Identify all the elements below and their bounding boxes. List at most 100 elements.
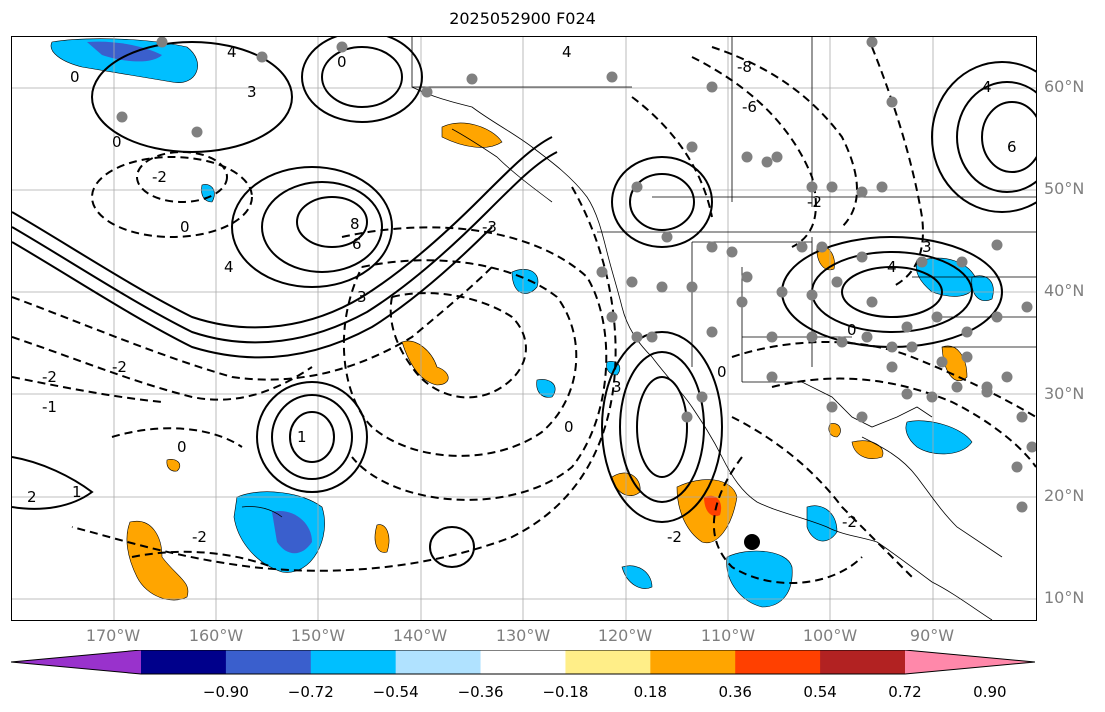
station-dot — [631, 181, 643, 193]
station-dot — [1001, 371, 1013, 383]
station-dot — [771, 151, 783, 163]
station-dot — [816, 241, 828, 253]
shade-orange — [401, 340, 449, 386]
station-dot — [706, 326, 718, 338]
contour-labels: 8 6 4 0 0 0 -2 -2 -2 -1 0 1 1 2 -2 3 -3 … — [27, 43, 1017, 546]
contour-label: 4 — [887, 258, 897, 276]
shade-blue — [726, 550, 793, 608]
station-dot — [831, 276, 843, 288]
station-dot — [886, 361, 898, 373]
station-dot — [1016, 501, 1028, 513]
station-dot — [906, 341, 918, 353]
station-dot — [1021, 301, 1033, 313]
shade-orange — [126, 520, 189, 601]
station-dot — [736, 296, 748, 308]
contour-label: -8 — [737, 58, 752, 76]
contour-label: -6 — [742, 98, 757, 116]
contour-label: 6 — [352, 235, 362, 253]
colorbar-bin — [141, 650, 227, 674]
station-dot — [776, 286, 788, 298]
station-dot — [961, 326, 973, 338]
shade-orange — [166, 459, 181, 472]
colorbar-tick-label: 0.90 — [973, 683, 1007, 701]
colorbar-bin — [310, 650, 397, 674]
contour-label: 8 — [350, 215, 360, 233]
colorbar-tick-label: −0.54 — [372, 683, 419, 701]
station-dot — [826, 401, 838, 413]
shade-red — [704, 495, 722, 517]
contour-label: 3 — [612, 378, 622, 396]
station-dot — [421, 86, 433, 98]
coastlines — [241, 37, 1036, 620]
contour-label: -2 — [152, 168, 167, 186]
colorbar-outline — [11, 650, 1035, 675]
station-dot — [766, 331, 778, 343]
contour-label: -1 — [42, 398, 57, 416]
station-dot — [856, 186, 868, 198]
colorbar-bin — [225, 650, 312, 674]
map-panel[interactable]: 8 6 4 0 0 0 -2 -2 -2 -1 0 1 1 2 -2 3 -3 … — [11, 36, 1037, 621]
station-dot — [956, 256, 968, 268]
station-dot — [191, 126, 203, 138]
station-dot — [866, 37, 878, 48]
lon-label-130w: 130°W — [495, 626, 551, 645]
station-dot — [936, 356, 948, 368]
station-dot — [686, 141, 698, 153]
station-dot — [1016, 411, 1028, 423]
station-dot — [961, 351, 973, 363]
lat-label-20n: 20°N — [1044, 486, 1085, 505]
contour-label: 0 — [717, 363, 727, 381]
shade-blue — [806, 505, 838, 542]
shade-orange — [441, 122, 503, 148]
contour-label: 3 — [357, 288, 367, 306]
station-dot — [656, 281, 668, 293]
lat-label-50n: 50°N — [1044, 179, 1085, 198]
station-dot — [866, 296, 878, 308]
lon-label-90w: 90°W — [909, 626, 955, 645]
contour-label: 0 — [177, 438, 187, 456]
station-dot — [806, 289, 818, 301]
colorbar-bin — [395, 650, 482, 674]
station-dot — [926, 391, 938, 403]
station-dot — [981, 386, 993, 398]
lat-label-40n: 40°N — [1044, 281, 1085, 300]
station-dot — [256, 51, 268, 63]
station-dot — [706, 241, 718, 253]
storm-center-marker[interactable] — [744, 534, 760, 550]
station-dot — [741, 151, 753, 163]
station-dot — [686, 281, 698, 293]
shade-orange — [374, 524, 390, 553]
station-dot — [856, 411, 868, 423]
contour-label: -2 — [842, 513, 857, 531]
lon-label-160w: 160°W — [188, 626, 244, 645]
station-dot — [696, 391, 708, 403]
lat-label-60n: 60°N — [1044, 77, 1085, 96]
contour-label: 0 — [112, 133, 122, 151]
colorbar-tick-label: −0.18 — [542, 683, 589, 701]
shade-blue — [971, 275, 994, 301]
contours-dashed — [12, 46, 1036, 584]
station-dot — [931, 311, 943, 323]
station-dot — [626, 276, 638, 288]
contour-label: 0 — [180, 218, 190, 236]
contour-label: 3 — [922, 238, 932, 256]
colorbar-tick-label: −0.36 — [457, 683, 504, 701]
shade-blue — [536, 379, 556, 398]
colorbar-tick-label: 0.54 — [803, 683, 837, 701]
station-dot — [901, 321, 913, 333]
colorbar-tick-label: −0.90 — [202, 683, 249, 701]
station-dot — [766, 371, 778, 383]
map-canvas: 8 6 4 0 0 0 -2 -2 -2 -1 0 1 1 2 -2 3 -3 … — [12, 37, 1036, 620]
station-dot — [761, 156, 773, 168]
colorbar-tick-label: 0.72 — [888, 683, 922, 701]
station-dot — [741, 271, 753, 283]
contour-label: 1 — [72, 483, 82, 501]
station-dot — [646, 331, 658, 343]
colorbar-bin — [480, 650, 566, 674]
contour-label: -3 — [482, 218, 497, 236]
lon-label-110w: 110°W — [700, 626, 756, 645]
colorbar-bin — [820, 650, 906, 674]
contour-label: 4 — [982, 78, 992, 96]
colorbar-tick-label: −0.72 — [287, 683, 334, 701]
station-dot — [991, 311, 1003, 323]
